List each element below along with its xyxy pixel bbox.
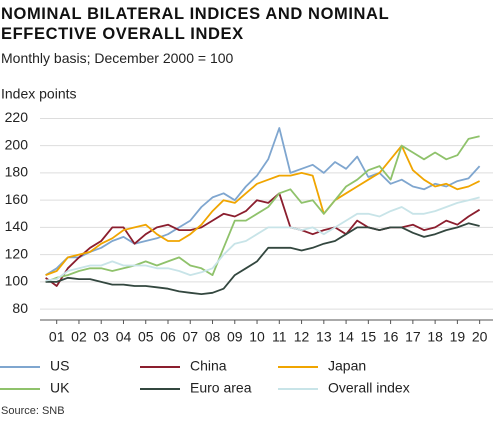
y-tick-label: 120	[5, 245, 29, 261]
legend-label: Japan	[328, 358, 366, 374]
source-note: Source: SNB	[1, 405, 65, 417]
x-tick-label: 16	[383, 329, 399, 345]
x-tick-label: 20	[472, 329, 488, 345]
legend-label: Overall index	[328, 380, 410, 396]
x-tick-label: 14	[338, 329, 354, 345]
x-tick-label: 19	[450, 329, 466, 345]
x-tick-label: 18	[427, 329, 443, 345]
x-tick-label: 08	[205, 329, 221, 345]
y-tick-label: 80	[12, 300, 28, 316]
series-line	[45, 144, 480, 276]
x-tick-label: 12	[294, 329, 310, 345]
y-tick-label: 180	[5, 164, 29, 180]
x-tick-label: 10	[249, 329, 265, 345]
x-tick-label: 17	[405, 329, 421, 345]
y-tick-label: 160	[5, 191, 29, 207]
y-tick-label: 100	[5, 273, 29, 289]
series-line	[45, 135, 480, 283]
x-tick-label: 13	[316, 329, 332, 345]
legend-label: Euro area	[190, 380, 252, 396]
x-tick-label: 15	[361, 329, 377, 345]
series-line	[45, 222, 480, 295]
series-line	[45, 196, 480, 282]
x-tick-label: 11	[272, 329, 287, 345]
legend-label: UK	[50, 380, 70, 396]
x-tick-label: 02	[71, 329, 87, 345]
x-tick-label: 04	[116, 329, 132, 345]
x-tick-label: 05	[138, 329, 154, 345]
legend-label: US	[50, 358, 69, 374]
y-tick-label: 200	[5, 136, 29, 152]
series-line	[45, 192, 481, 287]
x-tick-label: 01	[49, 329, 65, 345]
series-line	[45, 127, 481, 276]
x-tick-label: 06	[160, 329, 176, 345]
x-tick-label: 09	[227, 329, 243, 345]
chart-subtitle: Monthly basis; December 2000 = 100	[1, 50, 234, 66]
x-tick-label: 07	[182, 329, 198, 345]
x-tick-label: 03	[93, 329, 109, 345]
y-tick-label: 220	[5, 109, 29, 125]
y-tick-label: 140	[5, 218, 29, 234]
legend-label: China	[190, 358, 227, 374]
y-axis-label: Index points	[1, 86, 77, 102]
chart-title: NOMINAL BILATERAL INDICES AND NOMINAL EF…	[1, 5, 389, 43]
